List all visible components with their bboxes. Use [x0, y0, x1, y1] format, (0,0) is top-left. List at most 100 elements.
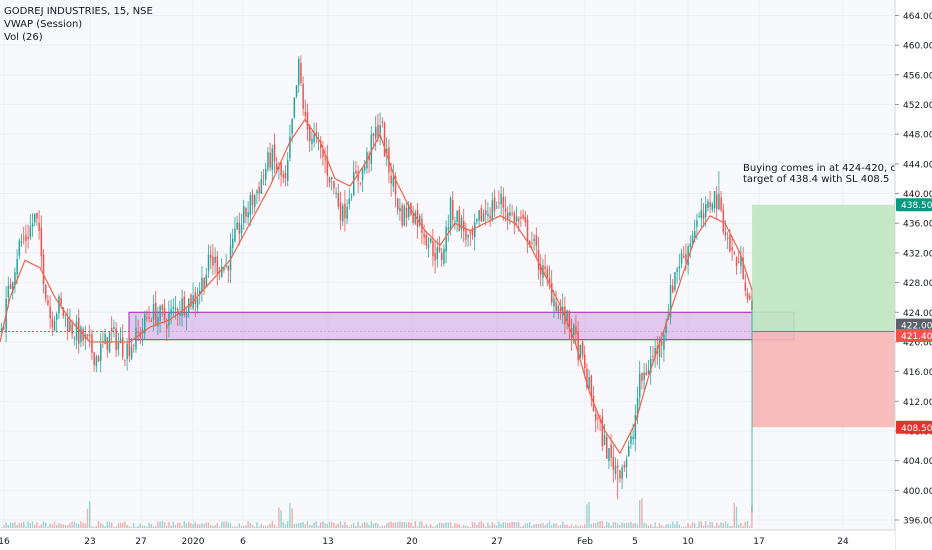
time-tick-label: 6 — [240, 537, 246, 547]
volume-bar — [227, 522, 229, 528]
candle-body — [447, 227, 450, 230]
volume-bar — [141, 525, 144, 528]
candle-body — [436, 247, 439, 259]
volume-bar — [658, 523, 661, 528]
symbol-title[interactable]: GODREJ INDUSTRIES, 15, NSE — [4, 6, 153, 17]
candle-body — [216, 256, 219, 274]
time-tick-label: 16 — [0, 537, 10, 547]
volume-bar — [504, 522, 507, 528]
volume-bar — [467, 526, 469, 528]
volume-bar — [619, 525, 621, 528]
price-tag-label-target: 438.50 — [901, 201, 932, 211]
volume-bar — [685, 526, 687, 528]
volume-bar — [122, 522, 124, 528]
volume-bar — [348, 526, 350, 528]
candle-body — [291, 119, 293, 134]
volume-bar — [276, 526, 278, 528]
volume-bar — [80, 521, 82, 528]
price-tick-label: 444.00 — [903, 160, 932, 170]
volume-bar — [628, 522, 630, 528]
candle-body — [606, 437, 608, 459]
price-tick-label: 436.00 — [903, 220, 932, 230]
candle-body — [533, 238, 535, 242]
candle-body — [643, 372, 645, 380]
candle-body — [280, 162, 282, 176]
candle-body — [566, 310, 568, 322]
candle-body — [603, 435, 606, 445]
support-zone[interactable] — [0, 311, 795, 341]
candle-body — [584, 354, 586, 369]
price-tick-label: 428.00 — [903, 279, 932, 289]
volume-bar — [139, 523, 141, 528]
candle-body — [379, 125, 381, 135]
volume-bar — [555, 523, 557, 528]
price-tick-label: 440.00 — [903, 190, 932, 200]
candle-body — [47, 300, 49, 306]
volume-bar — [696, 526, 698, 528]
volume-bar — [691, 522, 694, 528]
volume-bar — [262, 525, 265, 528]
volume-legend[interactable]: Vol (26) — [4, 32, 43, 43]
volume-bar — [119, 522, 122, 528]
candle-body — [375, 126, 377, 139]
candle-body — [478, 210, 480, 221]
volume-bar — [454, 523, 456, 528]
volume-bar — [370, 521, 372, 528]
candle-body — [267, 152, 269, 170]
volume-bar — [212, 525, 214, 528]
volume-bar — [40, 524, 42, 528]
vwap-legend[interactable]: VWAP (Session) — [4, 19, 83, 30]
volume-bar — [31, 521, 34, 528]
volume-bar — [612, 522, 614, 528]
volume-bar — [355, 525, 357, 528]
candle-body — [522, 214, 524, 219]
long-position-tool[interactable] — [752, 204, 895, 428]
volume-bar — [625, 522, 628, 528]
candle-body — [641, 372, 643, 382]
volume-bar — [93, 526, 95, 528]
volume-bar — [177, 522, 179, 528]
candle-body — [214, 256, 216, 263]
candle-body — [722, 209, 725, 232]
volume-bar — [537, 523, 540, 528]
candle-body — [1, 328, 3, 332]
candle-body — [172, 306, 175, 309]
candle-body — [555, 302, 557, 312]
volume-bar — [111, 522, 113, 528]
volume-bar — [621, 522, 623, 528]
candle-body — [36, 212, 38, 219]
volume-bar — [531, 525, 533, 528]
volume-bar — [713, 526, 716, 528]
candle-body — [273, 144, 276, 162]
candle-body — [141, 329, 144, 334]
volume-bar — [441, 522, 443, 528]
volume-bar — [707, 525, 709, 528]
candle-body — [331, 177, 333, 179]
trade-annotation[interactable]: Buying comes in at 424-420, can buy targ… — [743, 163, 930, 185]
candle-body — [482, 213, 485, 222]
volume-bar — [469, 526, 471, 528]
volume-bar — [383, 525, 386, 528]
candle-body — [434, 252, 436, 261]
volume-bar — [661, 525, 663, 528]
candle-body — [311, 138, 313, 144]
price-tick-label: 400.00 — [903, 487, 932, 497]
volume-bar — [643, 522, 645, 528]
volume-bar — [599, 521, 601, 528]
candle-body — [300, 62, 302, 83]
candle-body — [122, 337, 124, 358]
volume-bar — [652, 526, 654, 528]
time-axis[interactable]: 16 23 27 2020 6 13 20 27 Feb 5 10 17 24 — [0, 529, 895, 550]
candle-body — [23, 238, 25, 240]
candle-body — [513, 212, 516, 225]
candle-body — [34, 213, 36, 223]
volume-bar — [674, 524, 676, 528]
volume-bar — [386, 523, 388, 528]
candle-body — [588, 377, 590, 389]
price-axis[interactable]: 396.00400.00404.00408.00412.00416.00420.… — [894, 0, 932, 550]
candle-body — [86, 334, 89, 337]
candle-body — [12, 282, 14, 293]
candle-body — [124, 359, 126, 361]
volume-bar — [232, 526, 234, 528]
